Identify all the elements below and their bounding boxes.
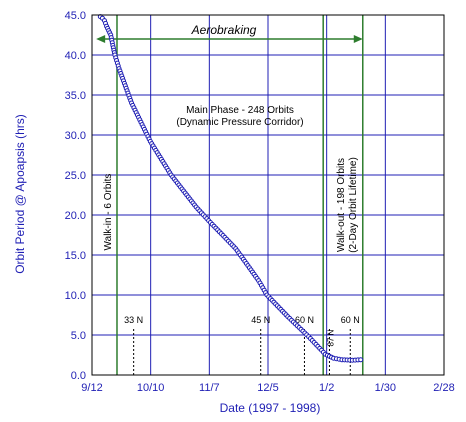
- data-point: [358, 357, 364, 363]
- main-phase-sublabel: (Dynamic Pressure Corridor): [176, 117, 303, 128]
- latitude-marker-layer: 33 N 45 N 60 N 87 N 60 N: [124, 315, 360, 375]
- y-tick-label: 35.0: [65, 90, 86, 102]
- y-tick-label: 20.0: [65, 210, 86, 222]
- main-phase-label: Main Phase - 248 Orbits: [186, 105, 294, 116]
- y-tick-label: 10.0: [65, 290, 86, 302]
- aerobraking-label: Aerobraking: [191, 23, 257, 37]
- latitude-marker-label: 87 N: [326, 329, 335, 346]
- x-tick-label: 11/7: [199, 382, 220, 394]
- x-axis-label: Date (1997 - 1998): [220, 401, 321, 415]
- latitude-marker-label: 60 N: [341, 315, 360, 325]
- y-tick-label: 0.0: [71, 370, 86, 382]
- x-tick-label: 1/30: [375, 382, 396, 394]
- x-tick-label: 10/10: [137, 382, 165, 394]
- phase-line-layer: [96, 15, 364, 375]
- aerobraking-arrow-head-right: [353, 35, 363, 43]
- data-points-layer: [97, 14, 364, 363]
- y-axis-label: Orbit Period @ Apoapsis (hrs): [13, 114, 27, 274]
- latitude-marker-label: 45 N: [251, 315, 270, 325]
- y-tick-label: 40.0: [65, 50, 86, 62]
- axis-layer: 0.0 5.0 10.0 15.0 20.0 25.0 30.0 35.0 40.0 45.0 9/…: [65, 10, 455, 394]
- plot-frame: [91, 14, 445, 376]
- x-tick-label: 2/28: [433, 382, 454, 394]
- latitude-marker-label: 60 N: [295, 315, 314, 325]
- y-tick-label: 45.0: [65, 10, 86, 22]
- y-tick-label: 15.0: [65, 250, 86, 262]
- aerobraking-arrow-head-left: [96, 35, 106, 43]
- walk-in-label: Walk-in - 6 Orbits: [103, 174, 114, 251]
- x-tick-label: 9/12: [81, 382, 102, 394]
- latitude-marker-label: 33 N: [124, 315, 143, 325]
- x-tick-label: 12/5: [257, 382, 278, 394]
- y-tick-label: 25.0: [65, 170, 86, 182]
- y-tick-label: 5.0: [71, 330, 86, 342]
- y-tick-label: 30.0: [65, 130, 86, 142]
- x-tick-label: 1/2: [319, 382, 334, 394]
- walk-out-label: Walk-out - 198 Orbits: [336, 158, 347, 252]
- walk-out-sublabel: (2-Day Orbit Lifetime): [348, 157, 359, 253]
